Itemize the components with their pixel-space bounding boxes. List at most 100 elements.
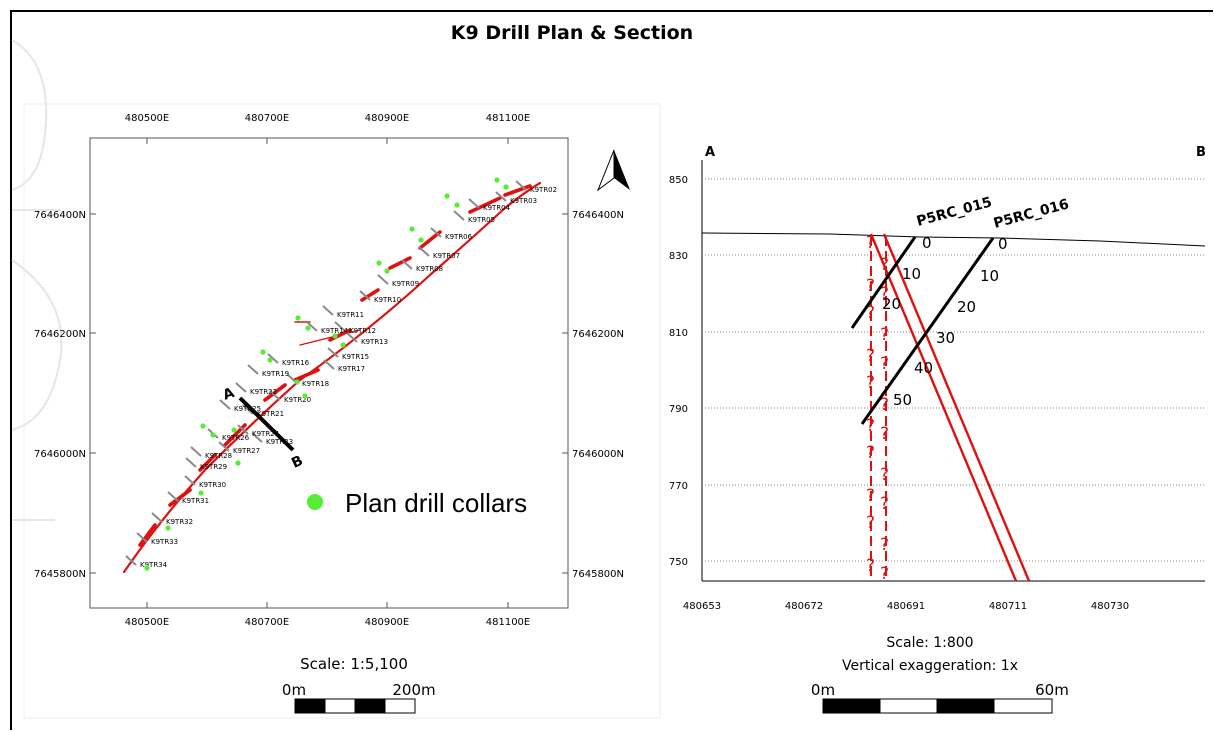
trench-label: K9TR22 [250,388,277,396]
trench-marker [468,198,480,209]
trench-label: K9TR17 [338,365,365,373]
trench-label: K9TR09 [392,280,419,288]
unknown-marker: ? [880,564,889,584]
trench-marker [219,399,231,410]
plan-y-tick-label-left: 7646000N [34,449,86,460]
trench-marker [323,359,335,370]
trench-label: K9TR04 [483,204,511,212]
page-title: K9 Drill Plan & Section [450,22,694,44]
section-x-tick-label: 480730 [1091,601,1129,612]
section-y-tick-label: 810 [669,328,688,339]
trench-label: K9TR27 [233,447,260,455]
unknown-marker: ? [866,416,875,436]
unknown-marker: ? [880,354,889,374]
unknown-marker: ? [866,556,875,576]
plan-x-tick-label-bottom: 480500E [125,617,170,628]
drill-collar [200,423,206,429]
trench-label: K9TR07 [433,252,460,260]
section-plot-area [702,160,1205,581]
trench-label: K9TR14 [321,327,349,335]
section-x-tick-label: 480711 [989,601,1027,612]
trench-label: K9TR30 [199,481,226,489]
legend: Plan drill collars [307,488,527,518]
drill-collar [494,177,500,183]
trench-marker [401,259,413,270]
section-x-tick-label: 480672 [785,601,823,612]
unknown-marker: ? [880,494,889,514]
depth-label: 10 [902,265,921,283]
trench-label: K9TR21 [257,410,284,418]
drill-collar [454,202,460,208]
trench-marker [185,457,197,468]
drill-collar [267,357,273,363]
unknown-marker: ? [880,535,889,555]
plan-y-tick-label-right: 7645800N [572,569,624,580]
lode-trend [122,181,542,574]
depth-label: 20 [957,298,976,316]
trench-marker [218,441,230,452]
trench-label: K9TR06 [445,233,473,241]
plan-x-tick-label-top: 481100E [486,113,531,124]
edge-decoration [11,39,63,521]
trench-marker [327,347,339,358]
figure-frame [10,10,1213,730]
unknown-marker: ? [866,233,875,253]
unknown-marker: ? [866,513,875,533]
drill-collar [444,193,450,199]
trench-label: K9TR28 [205,452,232,460]
plan-x-axis: 480500E 480500E 480700E 480700E 480900E 48090… [125,113,531,628]
trench-label: K9TR34 [140,561,168,569]
section-end-right: B [1196,145,1206,160]
trench-label: K9TR13 [361,338,388,346]
depth-label: 0 [922,234,932,252]
unknown-marker: ? [866,303,875,323]
topography-line [701,232,1206,247]
drill-collar [198,490,204,496]
section-x-tick-label: 480653 [683,601,721,612]
plan-y-axis: 7646400N 7646400N 7646200N 7646200N 7646000N… [34,210,624,580]
depth-label: 30 [936,329,955,347]
trench-label: K9TR25 [234,405,261,413]
trench-marker [235,382,247,393]
trench-label: K9TR19 [262,370,289,378]
section-scale-text: Scale: 1:800 [886,635,973,651]
drill-collar [210,432,216,438]
trench-marker [495,191,507,202]
trench-label: K9TR18 [302,380,329,388]
unknown-marker: ? [880,325,889,345]
drill-collar [503,184,509,190]
north-arrow-icon [596,149,630,192]
section-scalebar-start: 0m [811,681,835,699]
trench-label: K9TR15 [342,353,369,361]
trench-marker [267,353,279,364]
trench-label: K9TR33 [151,538,178,546]
trench-marker [184,475,196,486]
drill-collar [260,349,266,355]
trench-label: K9TR32 [166,518,193,526]
drill-collar [302,393,308,399]
section-y-tick-label: 850 [669,175,688,186]
trench-label: K9TR11 [337,311,364,319]
trench-label: K9TR16 [282,359,310,367]
plan-scalebar-start: 0m [282,681,306,699]
section-x-tick-label: 480691 [887,601,925,612]
drill-collar [231,427,237,433]
trench-marker [418,246,430,257]
unknown-marker: ? [880,465,889,485]
drill-collar [144,565,150,571]
trench-marker [237,424,249,435]
trench-marker [377,274,389,285]
plan-y-tick-label-right: 7646200N [572,329,624,340]
plan-y-tick-label-left: 7646400N [34,210,86,221]
unknown-marker: ? [866,373,875,393]
plan-x-tick-label-top: 480900E [365,113,410,124]
drill-collar [295,315,301,321]
section-exaggeration-text: Vertical exaggeration: 1x [842,658,1018,674]
inferred-lode [870,236,887,581]
unknown-marker: ? [866,346,875,366]
drill-collar [165,525,171,531]
section-y-axis: 850 830 810 790 770 750 [669,175,688,568]
trench-marker [251,432,263,443]
